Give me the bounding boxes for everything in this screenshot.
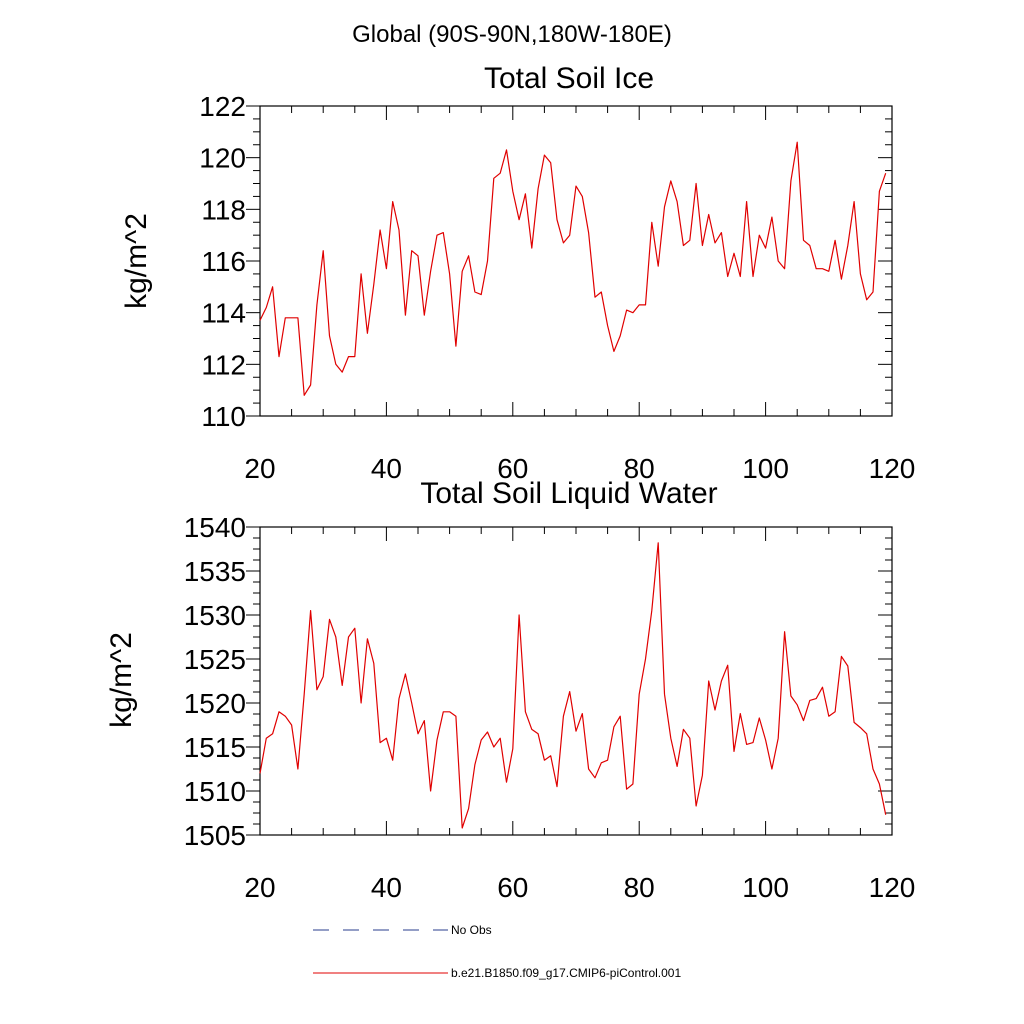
panel-total-soil-liquid-water: Total Soil Liquid Water kg/m^2 20 40 60 80 1… — [105, 477, 915, 903]
figure-title: Global (90S-90N,180W-180E) — [352, 21, 672, 48]
x-tick-label: 20 — [244, 872, 275, 903]
y-tick-label: 112 — [201, 349, 246, 380]
y-tick-label: 118 — [201, 194, 246, 225]
legend: No Obs b.e21.B1850.f09_g17.CMIP6-piContr… — [313, 923, 681, 980]
panel-title-total-soil-ice: Total Soil Ice — [484, 62, 654, 95]
plot-frame — [259, 526, 893, 836]
x-tick-label: 60 — [497, 453, 528, 484]
x-tick-label: 100 — [742, 453, 789, 484]
y-tick-label: 1530 — [184, 600, 246, 631]
y-tick-label: 1540 — [184, 512, 246, 543]
x-tick-label: 20 — [244, 453, 275, 484]
panel-total-soil-ice: Total Soil Ice kg/m^2 20 40 60 80 100 120 110 1… — [120, 62, 915, 484]
y-tick-label: 110 — [201, 401, 246, 432]
y-tick-label: 1520 — [184, 688, 246, 719]
legend-label-model: b.e21.B1850.f09_g17.CMIP6-piControl.001 — [451, 966, 681, 980]
x-tick-label: 120 — [869, 453, 916, 484]
y-axis-label-soil-ice: kg/m^2 — [120, 213, 153, 309]
legend-label-no-obs: No Obs — [451, 923, 492, 937]
plot-frame — [259, 105, 893, 417]
y-tick-label: 116 — [201, 246, 246, 277]
y-tick-label: 1505 — [184, 820, 246, 851]
x-tick-label: 40 — [371, 872, 402, 903]
series-line — [259, 542, 887, 829]
x-tick-label: 40 — [371, 453, 402, 484]
y-tick-label: 114 — [201, 298, 246, 329]
y-axis-label-soil-liquid-water: kg/m^2 — [105, 632, 138, 728]
y-tick-label: 1515 — [184, 732, 246, 763]
x-tick-label: 80 — [624, 453, 655, 484]
x-tick-label: 80 — [624, 872, 655, 903]
x-tick-label: 100 — [742, 872, 789, 903]
y-tick-label: 120 — [199, 143, 246, 174]
y-tick-label: 1510 — [184, 776, 246, 807]
y-tick-label: 1535 — [184, 556, 246, 587]
series-line — [259, 141, 887, 396]
x-tick-label: 120 — [869, 872, 916, 903]
panel-title-total-soil-liquid-water: Total Soil Liquid Water — [420, 477, 717, 510]
x-tick-label: 60 — [497, 872, 528, 903]
y-tick-label: 1525 — [184, 644, 246, 675]
y-tick-label: 122 — [199, 91, 246, 122]
